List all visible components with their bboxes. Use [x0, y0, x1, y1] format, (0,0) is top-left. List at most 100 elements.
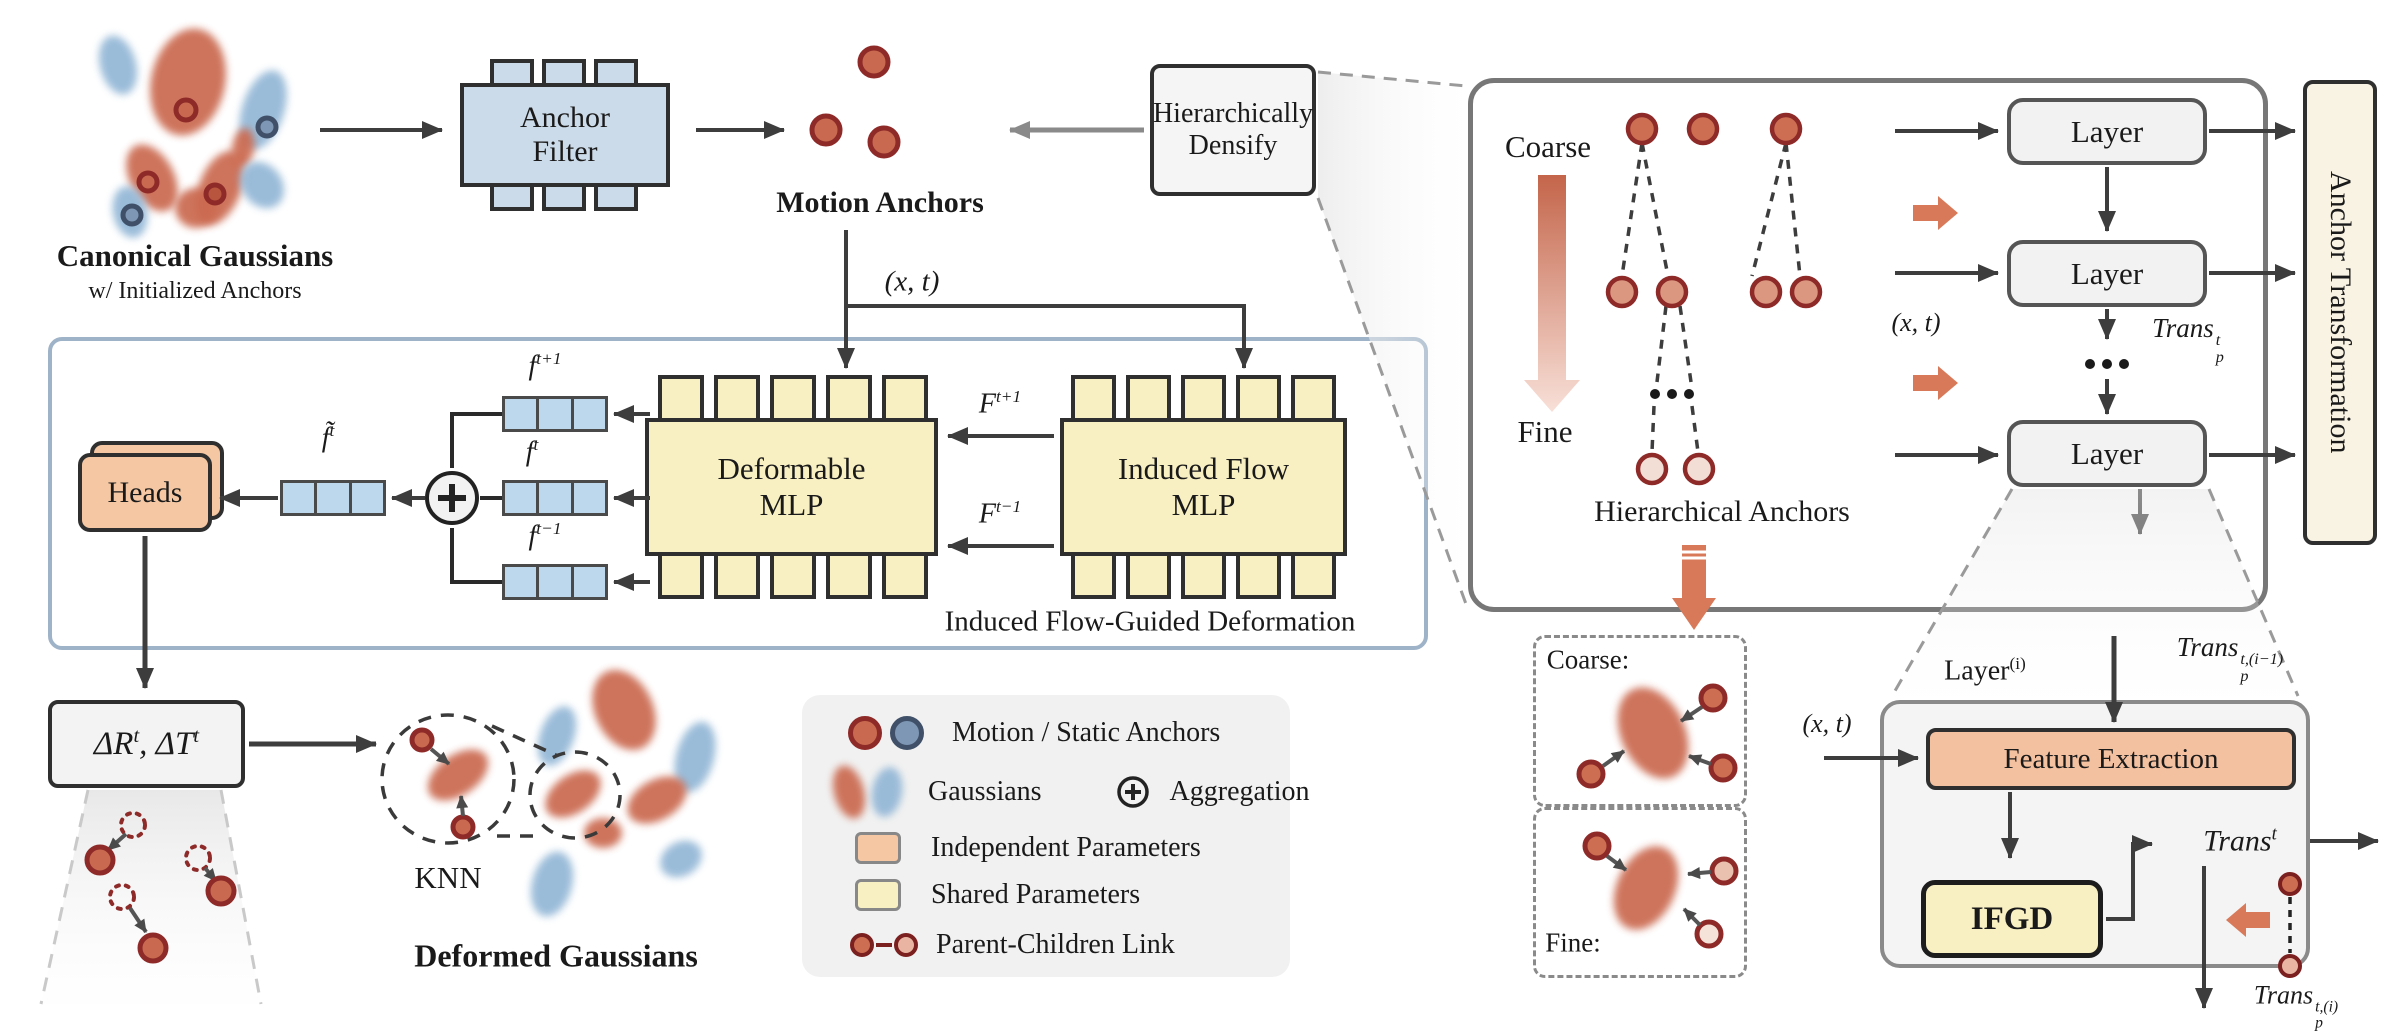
legend-row-parent-children: Parent-Children Link [850, 928, 1175, 962]
tree-edge [1690, 405, 1700, 453]
orange-down-arrow-detail [1682, 550, 1706, 560]
anchor-old-position-icon [108, 883, 136, 911]
knn-region-link [491, 724, 557, 757]
ellipsis-dot [2119, 359, 2129, 369]
feature-extraction-label: Feature Extraction [2003, 742, 2219, 775]
tree-edge [1650, 405, 1656, 453]
motion-anchor-icon [450, 814, 476, 840]
layer-zoom-region [1892, 489, 2298, 696]
anchor-influence-arrow [1687, 866, 1712, 879]
canonical-gaussians-title: Canonical Gaussians [56, 238, 334, 274]
delta-rt-box: ΔRt, ΔTt [48, 700, 245, 788]
feature-strip-f-tilde [280, 480, 386, 516]
delta-rt-label: ΔRt, ΔTt [93, 725, 200, 762]
motion-anchor-icon [205, 875, 237, 907]
motion-anchor-icon [857, 45, 891, 79]
child-anchor-icon [2278, 954, 2302, 978]
ifgd-box: IFGD [1921, 880, 2103, 958]
trans-in-label: Trans t,(i−1) p [2176, 631, 2284, 685]
densify-line2: Densify [1188, 130, 1278, 161]
layer-zoom-edge [1890, 488, 2014, 697]
induced-mlp-line1: Induced Flow [1117, 451, 1290, 486]
legend-anchors-label: Motion / Static Anchors [952, 717, 1221, 748]
aggregation-plus [438, 484, 466, 512]
mid-anchor-icon [1655, 275, 1689, 309]
tree-edge [1655, 305, 1668, 383]
gaussian-blue-icon [867, 764, 907, 820]
legend-gaussians-label: Gaussians [928, 776, 1042, 807]
knn-region [528, 750, 622, 840]
trans-out-label: Trans t,(i) p [2253, 980, 2339, 1032]
f-next-label: ft+1 [528, 349, 562, 382]
independent-parameters-icon [855, 832, 901, 864]
legend-aggregation-label: Aggregation [1169, 776, 1310, 807]
xt-line-branch [846, 304, 1253, 369]
arrow-ifgd-out [2106, 835, 2153, 921]
anchor-transformation-label: Anchor Transformation [2324, 171, 2357, 454]
induced-mlp-line2: MLP [1171, 487, 1236, 522]
anchor-transformation-box: Anchor Transformation [2303, 80, 2377, 545]
panel-xt-label: (x, t) [1891, 308, 1941, 338]
trans-t-label: Transt [2203, 823, 2277, 858]
projection-edge [39, 789, 90, 1005]
knn-label: KNN [414, 860, 482, 896]
motion-anchor-icon [84, 844, 116, 876]
static-anchor-icon [890, 716, 924, 750]
feature-strip-f-next [502, 396, 608, 432]
coarse-anchor-icon [1769, 112, 1803, 146]
heads-label: Heads [107, 475, 183, 509]
anchor-motion-arrow [456, 795, 469, 817]
feature-extraction-box: Feature Extraction [1926, 728, 2296, 790]
anchor-old-position-icon [119, 811, 147, 839]
fine-anchor-icon [1635, 452, 1669, 486]
ifgd-label: IFGD [1970, 900, 2054, 937]
ellipsis-dot [1684, 389, 1694, 399]
anchor-influence-arrow [1682, 907, 1702, 927]
anchor-motion-arrow [106, 832, 128, 852]
induced-flow-mlp: Induced Flow MLP [1060, 418, 1347, 556]
fine-anchor-icon [1709, 856, 1739, 886]
tree-edge [1678, 305, 1693, 383]
coarse-anchor-icon [1625, 112, 1659, 146]
anchor-influence-arrow [1601, 749, 1626, 768]
f-tilde-label: f̃t [321, 421, 335, 454]
fine-example-box [1533, 807, 1747, 978]
densify-zoom-edge [1317, 70, 1467, 88]
parent-anchor-icon [850, 933, 874, 957]
legend-row-anchors: Motion / Static Anchors [848, 715, 1220, 751]
feature-strip-f-cur [502, 480, 608, 516]
anchor-old-position-icon [184, 844, 212, 872]
layer-box-3: Layer [2007, 420, 2207, 487]
legend-shared-label: Shared Parameters [931, 879, 1141, 910]
motion-anchor-icon [203, 182, 227, 206]
coarse-box-label: Coarse: [1546, 644, 1630, 675]
tree-edge [1640, 142, 1670, 277]
F-prev-label: Ft−1 [978, 497, 1022, 530]
deformable-mlp-line2: MLP [759, 487, 824, 522]
anchor-influence-arrow [1688, 754, 1712, 766]
legend-parent-children-label: Parent-Children Link [936, 929, 1175, 960]
motion-anchor-icon [1708, 753, 1738, 783]
bracket-fprev [450, 528, 502, 584]
static-anchor-icon [120, 203, 144, 227]
layer-i-label: Layer(i) [1944, 654, 2026, 687]
layer-label: Layer [2070, 255, 2144, 291]
shared-parameters-icon [855, 879, 901, 911]
motion-anchor-icon [867, 125, 901, 159]
heads-box: Heads [78, 453, 212, 532]
layer-box-2: Layer [2007, 240, 2207, 307]
anchor-filter-line2: Filter [532, 135, 598, 168]
motion-anchor-icon [409, 727, 435, 753]
mid-anchor-icon [1749, 275, 1783, 309]
anchor-filter: Anchor Filter [460, 83, 670, 187]
layer-label: Layer [2070, 113, 2144, 149]
legend-row-gaussians: Gaussians Aggregation [827, 762, 1310, 822]
coarse-example-box [1533, 635, 1747, 807]
coarse-label: Coarse [1504, 129, 1592, 165]
tree-edge [1784, 142, 1802, 277]
legend-row-shared: Shared Parameters [855, 879, 1141, 911]
layer-zoom-edge [2207, 488, 2300, 697]
motion-anchor-icon [1698, 683, 1728, 713]
fine-box-label: Fine: [1545, 927, 1601, 958]
